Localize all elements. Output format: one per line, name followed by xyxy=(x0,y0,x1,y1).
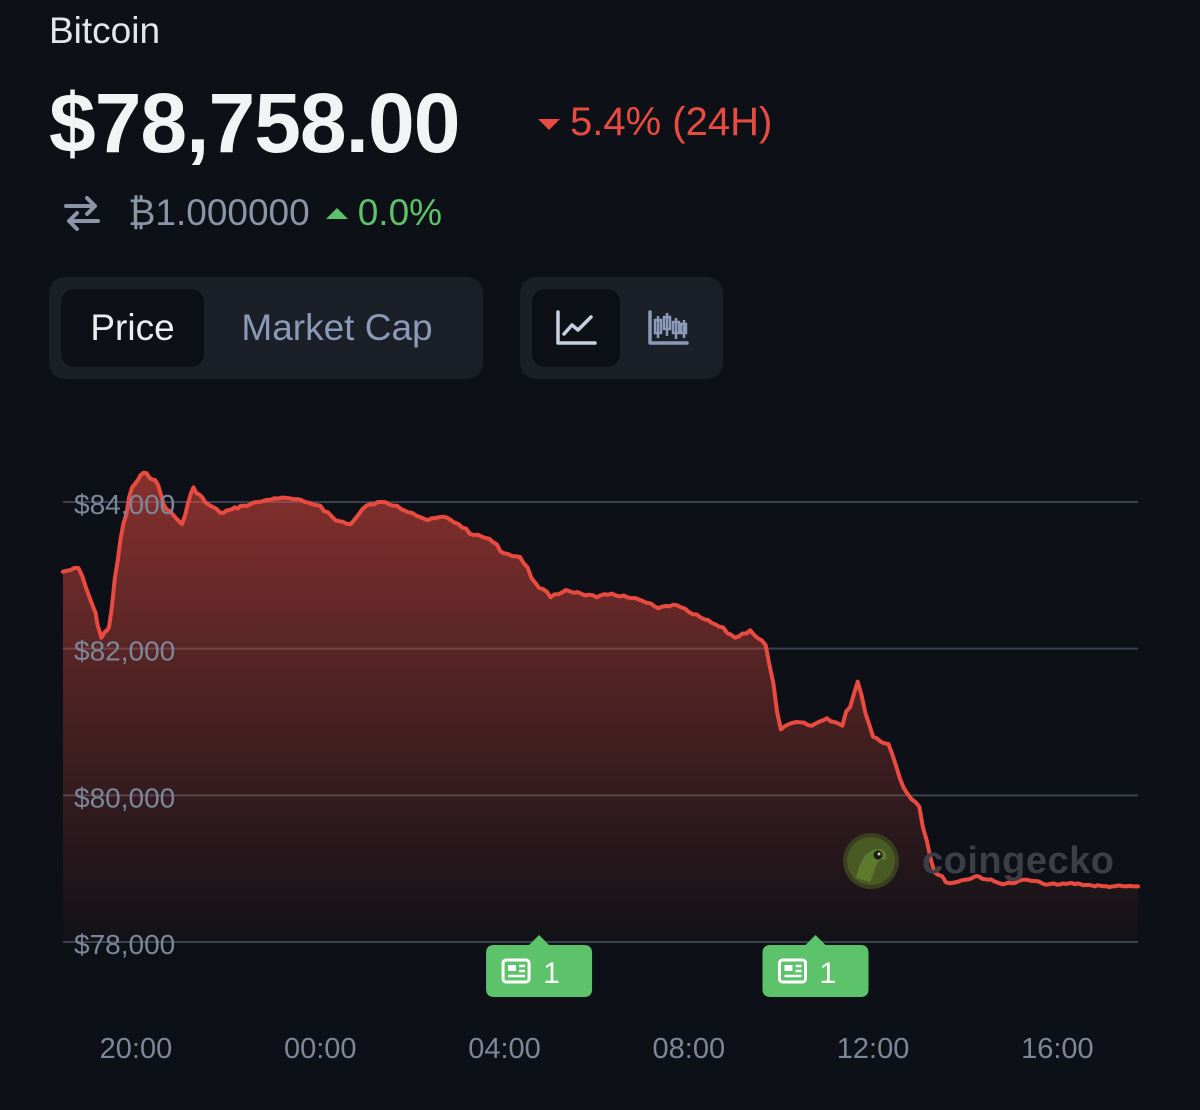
triangle-down-icon xyxy=(538,119,560,130)
swap-arrows-icon[interactable] xyxy=(62,193,102,233)
newspaper-icon xyxy=(778,958,807,984)
y-tick-label: $78,000 xyxy=(74,929,175,960)
chart-type-toggle xyxy=(520,277,723,379)
tab-market-cap[interactable]: Market Cap xyxy=(241,307,433,348)
y-axis-labels: $78,000 $80,000 $82,000 $84,000 xyxy=(74,489,175,960)
price-change-value: 5.4% (24H) xyxy=(570,100,773,144)
watermark-text: coingecko xyxy=(922,839,1115,882)
current-price: $78,758.00 xyxy=(49,76,460,170)
x-tick-label: 08:00 xyxy=(653,1033,726,1065)
price-change-24h: 5.4% (24H) xyxy=(538,100,772,145)
candlestick-icon xyxy=(648,310,689,345)
y-tick-label: $80,000 xyxy=(74,782,175,813)
news-markers: 1 1 xyxy=(486,935,869,997)
btc-change: 0.0% xyxy=(357,192,443,233)
candlestick-button[interactable] xyxy=(624,289,712,367)
news-marker[interactable]: 1 xyxy=(762,935,869,997)
coingecko-watermark: coingecko xyxy=(842,832,1114,890)
triangle-up-icon xyxy=(325,207,348,219)
x-tick-label: 04:00 xyxy=(468,1033,541,1065)
news-count: 1 xyxy=(820,957,837,990)
price-line xyxy=(61,470,1140,890)
x-axis-labels: 20:00 00:00 04:00 08:00 12:00 16:00 xyxy=(100,1033,1094,1065)
coin-name: Bitcoin xyxy=(49,10,161,51)
news-count: 1 xyxy=(543,957,560,990)
news-marker[interactable]: 1 xyxy=(486,935,593,997)
tab-price[interactable]: Price xyxy=(61,289,204,367)
price-area xyxy=(63,472,1138,942)
metric-toggle: Price Market Cap xyxy=(49,277,483,379)
x-tick-label: 00:00 xyxy=(284,1033,357,1065)
x-tick-label: 20:00 xyxy=(100,1033,173,1065)
line-chart-button[interactable] xyxy=(532,289,620,367)
line-chart-icon xyxy=(556,310,597,345)
y-tick-label: $84,000 xyxy=(74,489,175,520)
newspaper-icon xyxy=(501,958,531,984)
y-tick-label: $82,000 xyxy=(74,636,175,667)
coingecko-logo-icon xyxy=(843,833,899,889)
x-tick-label: 16:00 xyxy=(1021,1033,1094,1065)
btc-value: ₿1.000000 xyxy=(128,192,310,233)
btc-conversion-row: ₿1.000000 0.0% xyxy=(62,192,442,234)
price-chart[interactable]: $78,000 $80,000 $82,000 $84,000 20:00 00:00 0… xyxy=(0,420,1200,1080)
x-tick-label: 12:00 xyxy=(837,1033,910,1065)
